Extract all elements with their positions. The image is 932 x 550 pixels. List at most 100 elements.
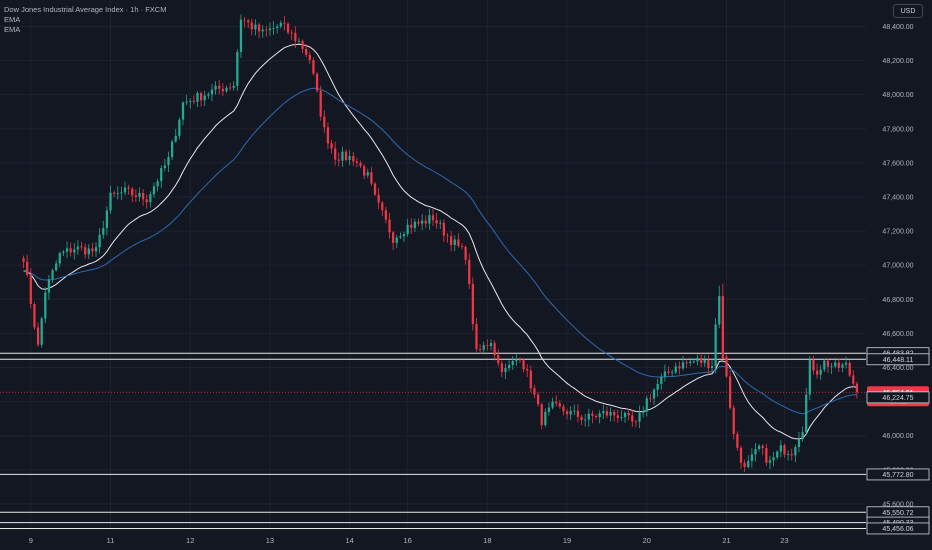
candle-body <box>257 24 261 32</box>
candle-body <box>192 101 195 102</box>
candle-body <box>779 445 782 452</box>
candle-body <box>489 343 493 347</box>
candle-body <box>732 407 735 435</box>
candle-body <box>500 363 503 373</box>
candle-body <box>841 364 844 368</box>
candle-body <box>366 172 369 176</box>
level-price-tag <box>866 522 930 535</box>
candle-body <box>602 411 605 414</box>
candle-body <box>431 215 435 221</box>
symbol-title: Dow Jones Industrial Average Index · 1h … <box>4 5 167 14</box>
candle-body <box>692 361 696 363</box>
candle-body <box>696 358 699 362</box>
candle-body <box>714 324 717 367</box>
candle-body <box>725 356 728 377</box>
ema-fast-line <box>23 43 857 440</box>
candle-body <box>297 40 301 42</box>
candle-body <box>116 192 119 194</box>
candle-body <box>69 248 72 253</box>
candle-body <box>478 349 482 350</box>
candle-body <box>529 370 532 389</box>
candle-body <box>634 421 638 423</box>
price-tick-label: 48,200.00 <box>882 58 913 65</box>
candle-body <box>294 32 297 41</box>
candle-body <box>652 389 656 399</box>
candle-body <box>562 406 565 412</box>
ema-value-tag <box>866 391 930 404</box>
candle-body <box>616 415 619 418</box>
candle-body <box>120 192 123 194</box>
ema-fast-label[interactable]: EMA <box>4 15 21 24</box>
price-tick-label: 47,200.00 <box>882 229 913 236</box>
candle-body <box>718 295 721 325</box>
candle-body <box>109 192 112 211</box>
candle-body <box>199 93 203 101</box>
candle-body <box>728 376 732 408</box>
candle-body <box>421 220 424 224</box>
candle-body <box>435 220 438 224</box>
candle-body <box>587 413 590 420</box>
candle-body <box>210 89 214 95</box>
level-price-tag <box>866 353 930 366</box>
candle-body <box>569 410 572 415</box>
candle-body <box>221 88 224 92</box>
candle-body <box>98 234 101 248</box>
candle-body <box>757 445 761 449</box>
candle-body <box>87 248 90 255</box>
candle-body <box>475 324 478 350</box>
candle-body <box>649 398 652 400</box>
candle-body <box>145 199 148 203</box>
candle-body <box>544 411 547 426</box>
candle-body <box>700 358 703 363</box>
candle-body <box>457 239 460 247</box>
candle-body <box>428 215 431 224</box>
candle-body <box>547 407 551 412</box>
candle-body <box>852 375 855 384</box>
candle-body <box>308 54 311 60</box>
candle-body <box>584 419 587 421</box>
candles <box>22 14 859 473</box>
candle-body <box>812 359 815 371</box>
candle-body <box>667 371 670 373</box>
candle-body <box>819 369 822 375</box>
candle-body <box>768 460 772 463</box>
candle-body <box>370 172 373 184</box>
candle-body <box>580 416 583 420</box>
candle-body <box>47 279 51 293</box>
candle-body <box>786 454 790 455</box>
candle-body <box>62 251 65 254</box>
candle-body <box>138 192 141 197</box>
candle-body <box>225 87 228 92</box>
price-scale[interactable] <box>866 0 932 550</box>
candle-body <box>261 29 264 32</box>
candle-body <box>36 327 40 345</box>
candle-body <box>707 359 710 369</box>
currency-button[interactable]: USD <box>893 4 923 18</box>
candle-body <box>772 457 775 461</box>
candle-body <box>276 26 279 29</box>
candle-body <box>805 394 808 433</box>
candle-body <box>573 410 576 412</box>
candle-body <box>26 261 29 275</box>
candle-body <box>170 141 174 158</box>
price-tick-label: 48,400.00 <box>882 24 913 31</box>
candle-body <box>453 239 456 246</box>
candle-body <box>76 246 80 250</box>
ema-slow-label[interactable]: EMA <box>4 25 21 34</box>
candle-body <box>178 119 181 136</box>
candle-body <box>765 448 768 463</box>
candle-body <box>674 366 677 373</box>
candle-body <box>392 232 395 243</box>
candle-body <box>627 412 630 416</box>
candle-body <box>848 362 851 376</box>
candle-body <box>228 87 232 89</box>
candle-body <box>22 258 25 262</box>
candle-body <box>363 166 366 176</box>
candle-body <box>482 345 485 350</box>
candle-body <box>185 101 188 103</box>
candle-body <box>681 362 685 369</box>
candle-body <box>377 194 380 203</box>
price-tick-label: 46,400.00 <box>882 365 913 372</box>
candle-body <box>678 366 681 369</box>
